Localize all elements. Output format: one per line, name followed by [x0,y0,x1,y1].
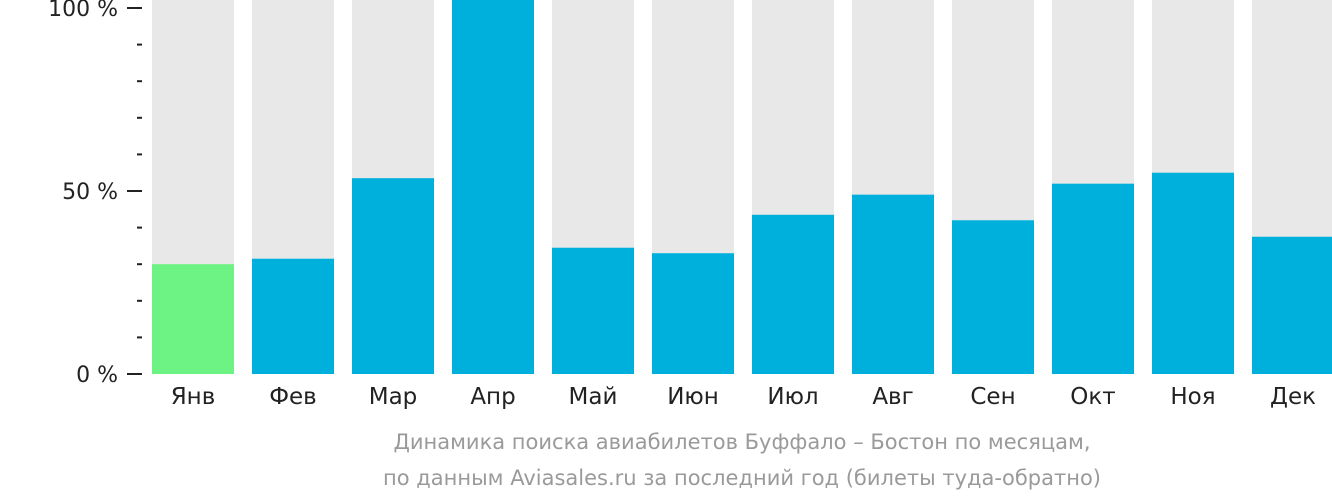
bar [452,0,534,374]
y-tick-label: 0 % [76,363,118,388]
bar [352,178,434,374]
bar-chart: 0 % 50 % 100 % Янв Фев Мар Апр Май Июн Июл Авг Сен О… [48,0,1332,410]
x-tick-label: Фев [269,384,317,410]
x-tick-label: Апр [470,384,515,410]
bar [552,247,634,374]
y-tick-label: 100 % [48,0,118,22]
x-tick-label: Мар [369,384,418,410]
x-tick-label: Июн [667,384,719,410]
x-tick-label: Дек [1270,384,1316,410]
bar [852,194,934,374]
bar [1052,183,1134,374]
x-tick-label: Янв [171,384,216,410]
y-tick-label: 50 % [62,180,118,205]
x-tick-label: Сен [970,384,1015,410]
bar [152,264,234,374]
x-tick-label: Ноя [1170,384,1215,410]
bar [252,258,334,374]
bar [952,220,1034,374]
bar [752,214,834,374]
x-tick-label: Окт [1070,384,1115,410]
x-tick-label: Май [569,384,618,410]
bar [1252,236,1332,374]
bar [1152,172,1234,374]
bar [652,253,734,374]
chart-caption-line-1: Динамика поиска авиабилетов Буффало – Бо… [393,430,1091,454]
x-tick-label: Авг [872,384,913,410]
x-tick-label: Июл [767,384,818,410]
chart-caption-line-2: по данным Aviasales.ru за последний год … [383,466,1101,490]
